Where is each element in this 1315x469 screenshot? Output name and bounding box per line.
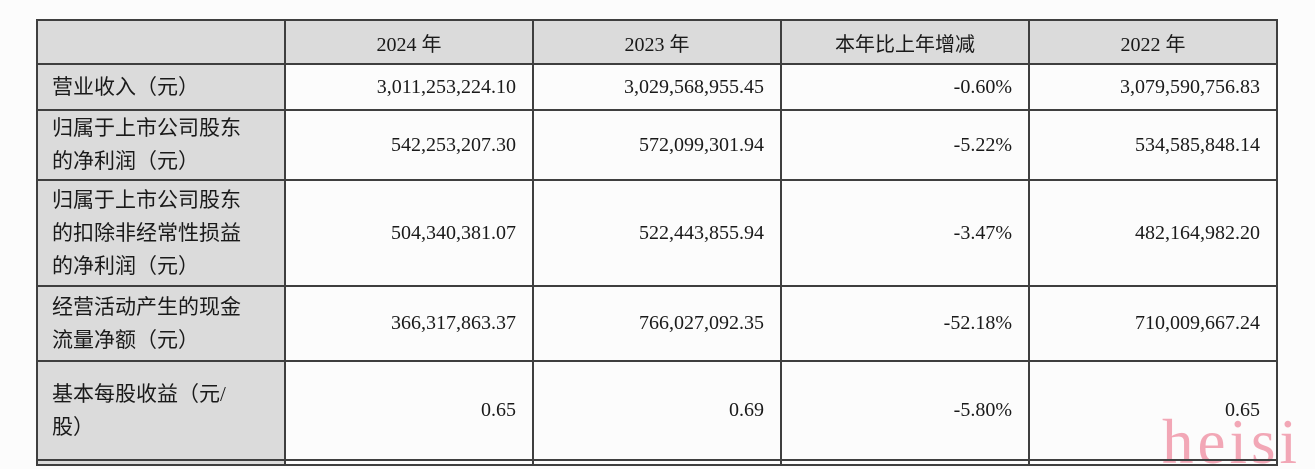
row-label-cell: 归属于上市公司股东 的扣除非经常性损益 的净利润（元） <box>36 179 286 287</box>
row-label-cell: 基本每股收益（元/ 股） <box>36 360 286 461</box>
table-row-revenue: 营业收入（元） 3,011,253,224.10 3,029,568,955.4… <box>36 63 1278 111</box>
header-cell-change: 本年比上年增减 <box>780 19 1030 65</box>
value-cell-change: -5.22% <box>780 109 1030 181</box>
value-cell-2024: 0.65 <box>284 360 534 461</box>
row-label-cell: 归属于上市公司股东 的净利润（元） <box>36 109 286 181</box>
value-cell-change: -3.47% <box>780 179 1030 287</box>
value-cell-2023: 522,443,855.94 <box>532 179 782 287</box>
value-cell-2022: 0.65 <box>1028 360 1278 461</box>
value-cell-2023: 3,029,568,955.45 <box>532 63 782 111</box>
value-cell-2022: 3,079,590,756.83 <box>1028 63 1278 111</box>
value-cell-2024: 504,340,381.07 <box>284 179 534 287</box>
value-cell-2022: 710,009,667.24 <box>1028 285 1278 362</box>
row-label-cell: 经营活动产生的现金 流量净额（元） <box>36 285 286 362</box>
table-row-net-profit: 归属于上市公司股东 的净利润（元） 542,253,207.30 572,099… <box>36 109 1278 181</box>
value-cell-2022 <box>1028 459 1278 466</box>
value-cell-change: -0.60% <box>780 63 1030 111</box>
header-cell-blank <box>36 19 286 65</box>
value-cell-change: -5.80% <box>780 360 1030 461</box>
header-cell-2024: 2024 年 <box>284 19 534 65</box>
value-cell-change <box>780 459 1030 466</box>
row-label-cell: 营业收入（元） <box>36 63 286 111</box>
header-cell-2022: 2022 年 <box>1028 19 1278 65</box>
table-row-basic-eps: 基本每股收益（元/ 股） 0.65 0.69 -5.80% 0.65 <box>36 360 1278 461</box>
value-cell-2022: 534,585,848.14 <box>1028 109 1278 181</box>
value-cell-change: -52.18% <box>780 285 1030 362</box>
value-cell-2023: 766,027,092.35 <box>532 285 782 362</box>
row-label-cell <box>36 459 286 466</box>
value-cell-2024: 366,317,863.37 <box>284 285 534 362</box>
value-cell-2023 <box>532 459 782 466</box>
header-row: 2024 年 2023 年 本年比上年增减 2022 年 <box>36 19 1278 65</box>
table-row-partial <box>36 459 1278 466</box>
financial-summary-table: 2024 年 2023 年 本年比上年增减 2022 年 营业收入（元） 3,0… <box>36 19 1278 466</box>
value-cell-2022: 482,164,982.20 <box>1028 179 1278 287</box>
value-cell-2023: 0.69 <box>532 360 782 461</box>
table-row-net-profit-excl-nonrecurring: 归属于上市公司股东 的扣除非经常性损益 的净利润（元） 504,340,381.… <box>36 179 1278 287</box>
value-cell-2024: 542,253,207.30 <box>284 109 534 181</box>
header-cell-2023: 2023 年 <box>532 19 782 65</box>
value-cell-2024 <box>284 459 534 466</box>
value-cell-2023: 572,099,301.94 <box>532 109 782 181</box>
value-cell-2024: 3,011,253,224.10 <box>284 63 534 111</box>
table-row-operating-cash-flow: 经营活动产生的现金 流量净额（元） 366,317,863.37 766,027… <box>36 285 1278 362</box>
